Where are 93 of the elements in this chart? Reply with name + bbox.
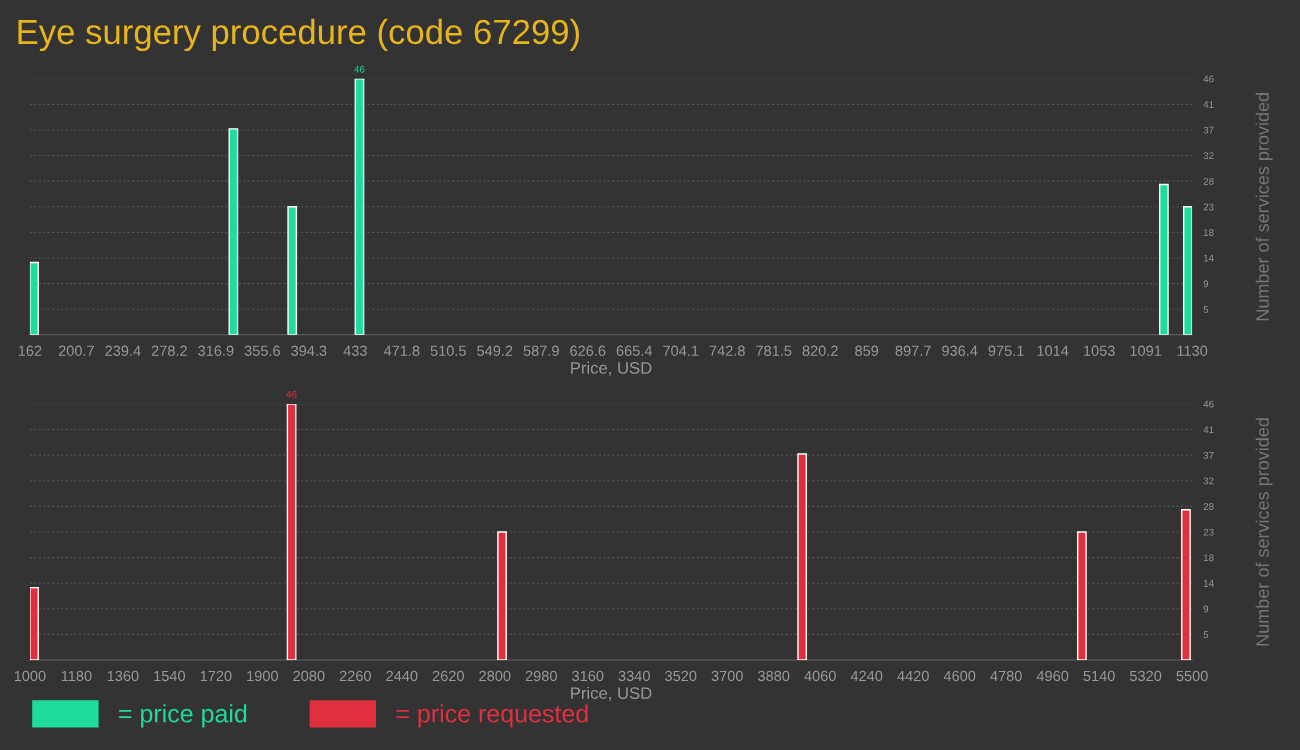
x-tick-label: 4780 [990, 670, 1022, 682]
x-tick-label: 4240 [850, 670, 883, 682]
x-tick-label: 3520 [665, 670, 697, 682]
bar [29, 261, 39, 335]
x-tick-label: 239.4 [105, 345, 141, 356]
y-tick-label: 28 [1203, 177, 1214, 185]
x-tick-label: 1900 [247, 670, 278, 682]
y-tick-label: 9 [1203, 280, 1209, 288]
x-tick-label: 471.8 [383, 345, 420, 356]
y-tick-label: 23 [1203, 528, 1214, 536]
x-tick-label: 278.2 [151, 345, 187, 356]
bar [354, 78, 365, 335]
legend-label: = price requested [396, 704, 588, 728]
y-tick-label: 18 [1203, 229, 1214, 236]
y-tick-label: 23 [1203, 203, 1214, 211]
data-label: 46 [354, 65, 365, 73]
x-axis-title: Price, USD [571, 686, 652, 701]
x-tick-label: 4600 [943, 670, 976, 682]
x-tick-label: 549.2 [477, 345, 513, 356]
x-tick-label: 742.8 [709, 345, 745, 356]
bar [29, 586, 39, 660]
x-tick-label: 2440 [386, 670, 418, 682]
x-tick-label: 665.4 [616, 345, 653, 356]
y-tick-label: 41 [1203, 426, 1214, 434]
x-tick-label: 1091 [1130, 345, 1162, 356]
x-tick-label: 5500 [1176, 670, 1208, 682]
x-tick-label: 316.9 [198, 345, 234, 356]
x-tick-label: 4960 [1036, 670, 1069, 682]
x-tick-label: 394.3 [291, 345, 327, 356]
x-tick-label: 2800 [479, 670, 511, 682]
y-tick-label: 14 [1203, 254, 1214, 262]
x-tick-label: 355.6 [244, 345, 280, 356]
y-tick-label: 46 [1203, 75, 1214, 83]
bar [1158, 183, 1169, 335]
y-tick-label: 9 [1203, 605, 1209, 613]
x-tick-label: 1540 [154, 670, 186, 682]
x-tick-label: 626.6 [570, 345, 606, 356]
y-tick-label: 37 [1203, 451, 1214, 459]
y-tick-label: 28 [1203, 503, 1214, 510]
x-tick-label: 3160 [572, 670, 604, 682]
x-tick-label: 4060 [804, 670, 836, 682]
x-tick-label: 1014 [1037, 345, 1069, 356]
x-tick-label: 1180 [61, 670, 92, 682]
y-axis-title: Number of services provided [1255, 93, 1273, 321]
bar [287, 206, 298, 335]
x-tick-label: 1053 [1084, 345, 1115, 356]
x-tick-label: 1130 [1177, 345, 1208, 356]
y-tick-label: 46 [1203, 400, 1214, 408]
bar [228, 128, 239, 335]
bar [1076, 531, 1087, 660]
y-tick-label: 32 [1203, 477, 1214, 485]
x-tick-label: 704.1 [663, 345, 699, 356]
x-tick-label: 200.7 [58, 345, 94, 356]
x-tick-label: 5320 [1129, 670, 1162, 682]
x-tick-label: 510.5 [430, 345, 466, 356]
x-tick-label: 1000 [14, 670, 46, 682]
x-tick-label: 1360 [107, 670, 139, 682]
y-tick-label: 14 [1203, 580, 1214, 587]
x-tick-label: 162 [18, 345, 42, 356]
x-tick-label: 781.5 [756, 345, 792, 356]
x-tick-label: 4420 [897, 670, 929, 682]
y-tick-label: 5 [1203, 631, 1209, 639]
bar [797, 453, 808, 660]
legend-label: = price paid [119, 704, 247, 728]
x-tick-label: 2260 [339, 670, 371, 682]
data-label: 46 [286, 390, 297, 398]
x-tick-label: 936.4 [942, 345, 978, 356]
x-tick-label: 897.7 [895, 345, 931, 356]
x-axis-title: Price, USD [571, 361, 652, 376]
bar [286, 403, 297, 660]
y-tick-label: 18 [1203, 554, 1214, 562]
x-tick-label: 2080 [293, 670, 325, 682]
x-tick-label: 2980 [525, 670, 557, 682]
x-tick-label: 3880 [758, 670, 790, 682]
y-axis-title: Number of services provided [1255, 418, 1273, 646]
y-tick-label: 5 [1203, 306, 1209, 313]
bar [1183, 206, 1193, 335]
chart-title: Eye surgery procedure (code 67299) [18, 18, 579, 52]
x-tick-label: 859 [855, 345, 879, 356]
bar [497, 531, 507, 660]
y-tick-label: 41 [1203, 101, 1214, 108]
x-tick-label: 3340 [618, 670, 650, 682]
x-tick-label: 820.2 [802, 345, 838, 356]
y-tick-label: 32 [1203, 152, 1214, 160]
x-tick-label: 2620 [432, 670, 464, 682]
x-tick-label: 5140 [1083, 670, 1115, 682]
x-tick-label: 433 [343, 345, 367, 356]
y-tick-label: 37 [1203, 126, 1214, 134]
x-tick-label: 3700 [711, 670, 743, 682]
x-tick-label: 587.9 [523, 345, 559, 356]
x-tick-label: 1720 [200, 670, 232, 682]
x-tick-label: 975.1 [988, 345, 1024, 356]
bar [1181, 509, 1191, 660]
